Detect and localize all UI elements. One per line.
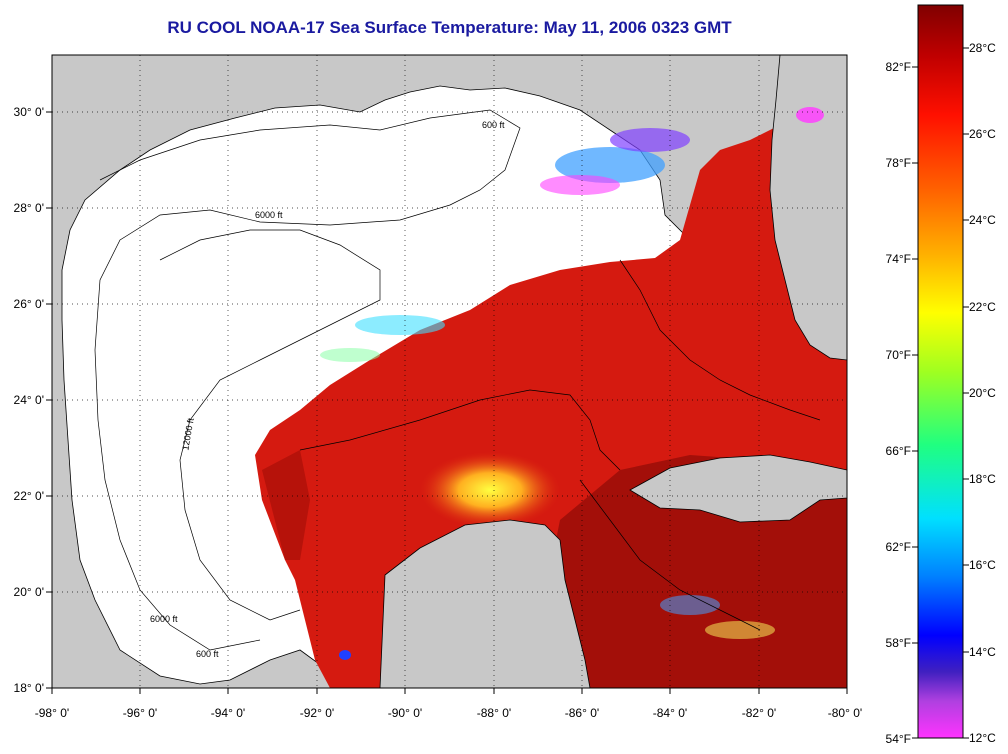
sst-hot-patch-west <box>262 450 310 560</box>
celsius-label: 12°C <box>969 731 996 745</box>
lat-tick-label: 20° 0' <box>14 585 44 599</box>
fahrenheit-label: 82°F <box>886 60 911 74</box>
fahrenheit-label: 70°F <box>886 348 911 362</box>
fahrenheit-label: 58°F <box>886 636 911 650</box>
lon-tick-label: -80° 0' <box>828 706 862 720</box>
lat-tick-labels: 30° 0' 28° 0' 26° 0' 24° 0' 22° 0' 20° 0… <box>14 105 44 695</box>
colorbar <box>917 4 964 739</box>
celsius-label: 24°C <box>969 213 996 227</box>
fahrenheit-label: 54°F <box>886 732 911 746</box>
cuba-land <box>629 454 847 523</box>
contour-label-6000-south: 6000 ft <box>150 614 178 624</box>
lon-tick-label: -86° 0' <box>565 706 599 720</box>
lat-tick-label: 30° 0' <box>14 105 44 119</box>
lon-tick-label: -82° 0' <box>742 706 776 720</box>
fahrenheit-labels: 82°F 78°F 74°F 70°F 66°F 62°F 58°F 54°F <box>886 60 911 746</box>
lon-tick-labels: -98° 0' -96° 0' -94° 0' -92° 0' -90° 0' … <box>35 706 862 720</box>
fahrenheit-label: 62°F <box>886 540 911 554</box>
florida-land <box>769 55 847 361</box>
lon-tick-label: -84° 0' <box>653 706 687 720</box>
lon-tick-label: -98° 0' <box>35 706 69 720</box>
lat-tick-label: 28° 0' <box>14 201 44 215</box>
yucatan-land <box>379 519 591 688</box>
celsius-label: 18°C <box>969 472 996 486</box>
lat-tick-label: 22° 0' <box>14 489 44 503</box>
lon-tick-label: -96° 0' <box>123 706 157 720</box>
lon-tick-label: -88° 0' <box>477 706 511 720</box>
bathymetry-contours <box>94 109 821 651</box>
lat-tick-label: 26° 0' <box>14 297 44 311</box>
lon-tick-label: -94° 0' <box>211 706 245 720</box>
map-frame <box>51 54 848 689</box>
fahrenheit-label: 78°F <box>886 156 911 170</box>
yucatan-warm-plume <box>420 452 560 528</box>
lat-tick-label: 24° 0' <box>14 393 44 407</box>
celsius-label: 20°C <box>969 386 996 400</box>
lon-tick-label: -92° 0' <box>300 706 334 720</box>
celsius-label: 14°C <box>969 645 996 659</box>
celsius-labels: 28°C 26°C 24°C 22°C 20°C 18°C 16°C 14°C … <box>969 41 996 745</box>
graticule <box>52 55 847 688</box>
contour-label-6000: 6000 ft <box>255 210 283 220</box>
celsius-label: 16°C <box>969 558 996 572</box>
cloud-edge-speckles <box>320 107 824 660</box>
lat-tick-label: 18° 0' <box>14 681 44 695</box>
colorbar-ticks <box>912 47 969 739</box>
axis-ticks <box>46 111 848 694</box>
lon-tick-label: -90° 0' <box>388 706 422 720</box>
celsius-label: 22°C <box>969 300 996 314</box>
fahrenheit-label: 74°F <box>886 252 911 266</box>
fahrenheit-label: 66°F <box>886 444 911 458</box>
contour-label-600: 600 ft <box>482 120 505 130</box>
celsius-label: 28°C <box>969 41 996 55</box>
map-title: RU COOL NOAA-17 Sea Surface Temperature:… <box>167 18 732 37</box>
map-area: 600 ft 6000 ft 12000 ft 600 ft 6000 ft <box>52 55 847 688</box>
contour-label-600-south: 600 ft <box>196 649 219 659</box>
celsius-label: 26°C <box>969 127 996 141</box>
